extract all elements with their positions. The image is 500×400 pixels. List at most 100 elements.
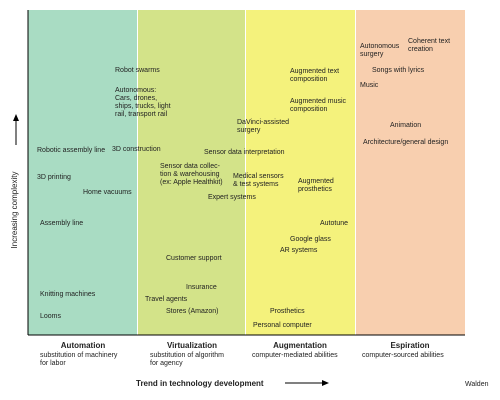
item-label: Medical sensors & test systems	[233, 173, 284, 188]
item-label: Animation	[390, 122, 421, 129]
line: Knitting machines	[40, 291, 96, 298]
zone-subtitle: computer-sourced abilities	[362, 352, 444, 359]
line: Cars, drones,	[115, 95, 157, 102]
y-arrowhead	[13, 114, 19, 121]
zone-title: Augmentation	[273, 341, 327, 350]
line: Autonomous:	[115, 87, 156, 94]
line: Customer support	[166, 255, 222, 262]
line: Autonomous	[360, 43, 400, 50]
line: ships, trucks, light	[115, 103, 171, 110]
item-label: Prosthetics	[270, 308, 305, 315]
item-label: Travel agents	[145, 296, 188, 303]
zone-augmentation	[246, 10, 355, 335]
item-label: Stores (Amazon)	[166, 308, 219, 315]
line: Medical sensors	[233, 173, 284, 180]
zone-subtitle: computer-mediated abilities	[252, 352, 338, 359]
line: Expert systems	[208, 194, 256, 201]
item-label: Autonomous: Cars, drones, ships, trucks, l…	[115, 87, 171, 118]
zone-espiration	[356, 10, 465, 335]
line: Looms	[40, 313, 62, 320]
item-label: Music	[360, 82, 379, 89]
item-label: Knitting machines	[40, 291, 96, 298]
line: substitution of machinery	[40, 352, 118, 359]
item-label: Songs with lyrics	[372, 67, 425, 74]
line: Assembly line	[40, 220, 83, 227]
zone-subtitle: substitution of machinery for labor	[40, 352, 118, 367]
line: DaVinci-assisted	[237, 119, 289, 126]
item-label: Robotic assembly line	[37, 147, 105, 154]
item-label: Architecture/general design	[363, 139, 448, 146]
line: prosthetics	[298, 186, 332, 193]
line: Sensor data collec-	[160, 163, 221, 170]
item-label: Autonomous surgery	[360, 43, 400, 58]
line: Robotic assembly line	[37, 147, 105, 154]
line: Augmented music	[290, 98, 347, 105]
line: tion & warehousing	[160, 171, 220, 178]
item-label: 3D printing	[37, 174, 71, 181]
line: Personal computer	[253, 322, 312, 329]
line: Google glass	[290, 236, 331, 243]
zone-title: Virtualization	[167, 341, 217, 350]
line: Music	[360, 82, 379, 89]
line: AR systems	[280, 247, 318, 254]
item-label: Augmented music composition	[290, 98, 347, 113]
y-axis-label: Increasing complexity	[10, 172, 19, 249]
item-label: AR systems	[280, 247, 318, 254]
item-label: Augmented prosthetics	[298, 178, 334, 193]
x-arrowhead	[322, 380, 329, 386]
line: 3D construction	[112, 146, 161, 153]
line: 3D printing	[37, 174, 71, 181]
item-label: 3D construction	[112, 146, 161, 153]
line: substitution of algorithm	[150, 352, 224, 359]
line: Coherent text	[408, 38, 450, 45]
credit: Walden	[465, 381, 489, 388]
x-axis-label: Trend in technology development	[136, 379, 264, 388]
line: rail, transport rail	[115, 111, 168, 118]
item-label: Robot swarms	[115, 67, 160, 74]
item-label: Coherent text creation	[408, 38, 450, 53]
item-label: Google glass	[290, 236, 331, 243]
line: Insurance	[186, 284, 217, 291]
line: Augmented	[298, 178, 334, 185]
line: surgery	[360, 51, 384, 58]
item-label: Home vacuums	[83, 189, 132, 196]
line: Sensor data interpretation	[204, 149, 285, 156]
line: for labor	[40, 360, 66, 367]
line: computer-mediated abilities	[252, 352, 338, 359]
item-label: Augmented text composition	[290, 68, 339, 83]
line: surgery	[237, 127, 261, 134]
item-label: DaVinci-assisted surgery	[237, 119, 289, 134]
line: composition	[290, 106, 327, 113]
item-label: Sensor data collec-tion & warehousing (ex…	[160, 163, 223, 186]
line: computer-sourced abilities	[362, 352, 444, 359]
item-label: Sensor data interpretation	[204, 149, 285, 156]
item-label: Insurance	[186, 284, 217, 291]
item-label: Looms	[40, 313, 62, 320]
line: composition	[290, 76, 327, 83]
zone-title: Automation	[61, 341, 106, 350]
line: (ex: Apple Healthkit)	[160, 179, 223, 186]
line: Songs with lyrics	[372, 67, 425, 74]
line: & test systems	[233, 181, 279, 188]
line: Augmented text	[290, 68, 339, 75]
line: Stores (Amazon)	[166, 308, 219, 315]
item-label: Customer support	[166, 255, 222, 262]
zone-virtualization	[138, 10, 245, 335]
line: Home vacuums	[83, 189, 132, 196]
zone-subtitle: substitution of algorithm for agency	[150, 352, 224, 367]
line: Autotune	[320, 220, 348, 227]
line: Robot swarms	[115, 67, 160, 74]
item-label: Personal computer	[253, 322, 312, 329]
line: Prosthetics	[270, 308, 305, 315]
zone-title: Espiration	[390, 341, 429, 350]
item-label: Assembly line	[40, 220, 83, 227]
line: Architecture/general design	[363, 139, 448, 146]
item-label: Autotune	[320, 220, 348, 227]
line: Travel agents	[145, 296, 188, 303]
item-label: Expert systems	[208, 194, 256, 201]
zone-automation	[28, 10, 137, 335]
line: Animation	[390, 122, 421, 129]
line: for agency	[150, 360, 183, 367]
line: creation	[408, 46, 433, 53]
